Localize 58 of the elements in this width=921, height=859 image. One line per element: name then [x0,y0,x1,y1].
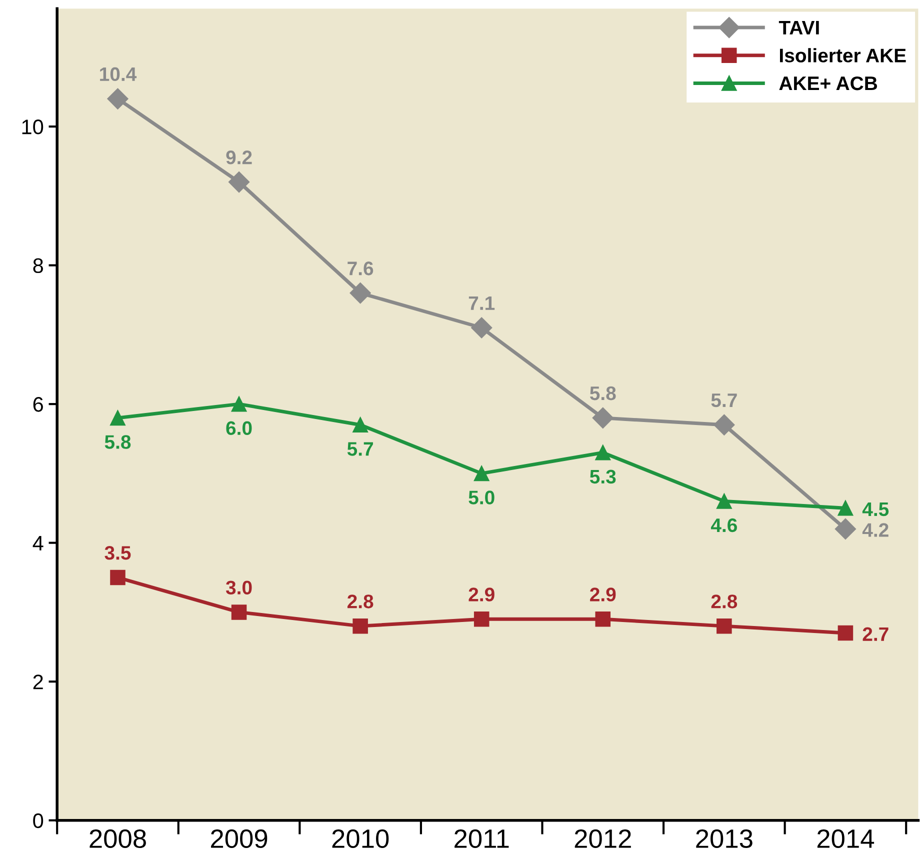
y-tick-label: 6 [33,397,43,412]
legend-label: Isolierter AKE [780,48,906,62]
point [110,570,126,586]
data-label: 10.4 [100,67,137,82]
x-tick-label: 2008 [90,829,146,848]
data-label: 7.1 [468,296,495,310]
legend-label: TAVI [778,20,819,34]
point [716,618,732,634]
data-label: 5.0 [468,490,494,504]
data-label: 5.7 [347,442,373,456]
data-label: 2.9 [590,588,616,602]
y-tick-label: 10 [22,120,44,134]
data-label: 5.8 [104,435,131,449]
point [110,410,126,426]
x-tick-label: 2011 [454,829,509,848]
point [592,407,614,428]
point [834,518,856,540]
point [350,282,371,304]
point [231,604,247,620]
data-label: 3.0 [226,580,252,594]
x-tick-label: 2009 [211,829,268,848]
point [595,444,611,460]
data-label: 6.0 [226,421,252,436]
point [228,172,250,193]
x-tick-label: 2013 [696,829,752,848]
data-label: 4.6 [710,518,737,532]
x-tick-label: 2014 [817,829,874,848]
point [107,88,128,110]
point [231,396,247,412]
point [595,612,611,627]
data-label: 2.8 [347,594,374,608]
data-label: 9.2 [226,150,252,164]
data-label: 2.8 [711,594,738,608]
data-label: 5.3 [590,470,616,484]
data-label: 5.8 [590,386,616,400]
data-label: 5.7 [711,394,737,408]
point [714,414,735,436]
data-label: 7.6 [348,262,374,276]
y-tick-label: 8 [33,258,44,274]
point [471,317,492,338]
point [474,612,490,627]
point [838,500,854,516]
y-tick-label: 4 [32,536,44,550]
data-label: 2.9 [468,588,494,602]
point [838,625,854,641]
legend-label: AKE+ ACB [779,76,878,90]
point [474,466,490,482]
y-tick-label: 0 [33,813,44,828]
x-tick-label: 2012 [574,829,631,848]
y-tick-label: 2 [33,674,43,690]
data-label: 3.5 [104,546,131,560]
data-label: 4.2 [862,523,888,537]
data-label: 2.7 [862,627,888,641]
point [352,417,368,433]
data-label: 4.5 [862,502,889,516]
point [352,618,368,634]
point [716,494,732,509]
x-tick-label: 2010 [332,829,389,848]
